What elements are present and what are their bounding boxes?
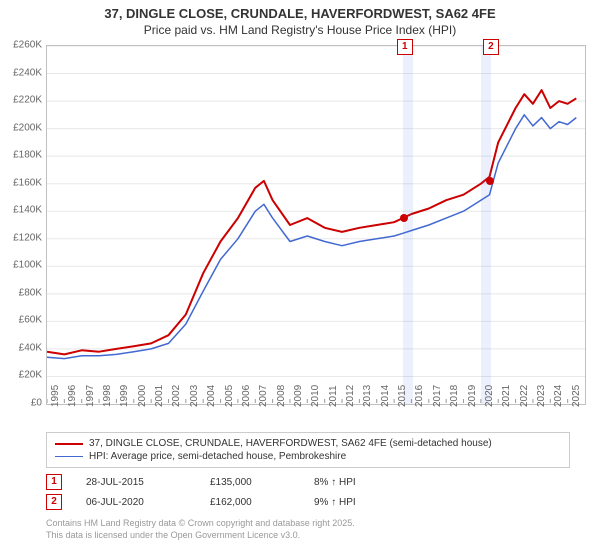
legend-row: 37, DINGLE CLOSE, CRUNDALE, HAVERFORDWES…	[55, 437, 561, 450]
y-tick-label: £20K	[0, 370, 42, 381]
line-chart-svg	[47, 46, 585, 404]
y-tick-label: £140K	[0, 205, 42, 216]
x-tick-label: 2014	[380, 385, 391, 407]
y-tick-label: £100K	[0, 260, 42, 271]
shaded-region	[481, 46, 491, 404]
sale-marker-box: 2	[483, 39, 499, 55]
x-tick-label: 1996	[67, 385, 78, 407]
legend-row: HPI: Average price, semi-detached house,…	[55, 450, 561, 463]
y-tick-label: £60K	[0, 315, 42, 326]
sale-marker-box: 1	[397, 39, 413, 55]
x-tick-label: 2018	[449, 385, 460, 407]
sale-marker-dot	[486, 177, 494, 185]
x-tick-label: 2012	[345, 385, 356, 407]
sale-number-box: 1	[46, 474, 62, 490]
y-tick-label: £160K	[0, 177, 42, 188]
legend-label: 37, DINGLE CLOSE, CRUNDALE, HAVERFORDWES…	[89, 438, 492, 449]
x-tick-label: 1999	[119, 385, 130, 407]
sale-diff: 9% ↑ HPI	[314, 497, 394, 508]
x-tick-label: 2017	[432, 385, 443, 407]
x-tick-label: 2002	[171, 385, 182, 407]
series-line-price_paid	[47, 90, 576, 354]
x-tick-label: 2001	[154, 385, 165, 407]
x-tick-label: 2009	[293, 385, 304, 407]
legend-label: HPI: Average price, semi-detached house,…	[89, 451, 346, 462]
sale-date: 06-JUL-2020	[86, 497, 186, 508]
title-line-2: Price paid vs. HM Land Registry's House …	[0, 23, 600, 37]
x-tick-label: 2024	[553, 385, 564, 407]
y-tick-label: £180K	[0, 150, 42, 161]
legend-swatch	[55, 443, 83, 445]
x-tick-label: 1998	[102, 385, 113, 407]
sale-number-box: 2	[46, 494, 62, 510]
sales-row: 1 28-JUL-2015 £135,000 8% ↑ HPI	[46, 472, 570, 492]
x-tick-label: 1997	[85, 385, 96, 407]
plot-area: 12	[46, 45, 586, 405]
sale-price: £162,000	[210, 497, 290, 508]
y-tick-label: £0	[0, 398, 42, 409]
y-tick-label: £80K	[0, 287, 42, 298]
y-tick-label: £240K	[0, 67, 42, 78]
x-tick-label: 2013	[362, 385, 373, 407]
x-tick-label: 2021	[501, 385, 512, 407]
x-tick-label: 2019	[467, 385, 478, 407]
y-tick-label: £220K	[0, 95, 42, 106]
x-tick-label: 2020	[484, 385, 495, 407]
chart-legend: 37, DINGLE CLOSE, CRUNDALE, HAVERFORDWES…	[46, 432, 570, 468]
sale-diff: 8% ↑ HPI	[314, 477, 394, 488]
x-tick-label: 2011	[328, 385, 339, 407]
x-tick-label: 2015	[397, 385, 408, 407]
sale-date: 28-JUL-2015	[86, 477, 186, 488]
footnote: Contains HM Land Registry data © Crown c…	[46, 518, 570, 541]
plot-wrap: 12 £0£20K£40K£60K£80K£100K£120K£140K£160…	[0, 37, 600, 432]
title-line-1: 37, DINGLE CLOSE, CRUNDALE, HAVERFORDWES…	[0, 6, 600, 21]
x-tick-label: 2022	[519, 385, 530, 407]
x-tick-label: 2004	[206, 385, 217, 407]
x-tick-label: 2005	[224, 385, 235, 407]
x-tick-label: 2016	[414, 385, 425, 407]
x-tick-label: 2025	[571, 385, 582, 407]
sale-marker-dot	[400, 214, 408, 222]
x-tick-label: 2000	[137, 385, 148, 407]
x-tick-label: 2003	[189, 385, 200, 407]
footnote-line-2: This data is licensed under the Open Gov…	[46, 530, 570, 542]
sales-table: 1 28-JUL-2015 £135,000 8% ↑ HPI 2 06-JUL-2020…	[46, 472, 570, 512]
y-tick-label: £260K	[0, 40, 42, 51]
x-tick-label: 2008	[276, 385, 287, 407]
y-tick-label: £200K	[0, 122, 42, 133]
y-tick-label: £40K	[0, 342, 42, 353]
legend-swatch	[55, 456, 83, 457]
x-tick-label: 2007	[258, 385, 269, 407]
x-tick-label: 2023	[536, 385, 547, 407]
sales-row: 2 06-JUL-2020 £162,000 9% ↑ HPI	[46, 492, 570, 512]
shaded-region	[403, 46, 413, 404]
chart-titles: 37, DINGLE CLOSE, CRUNDALE, HAVERFORDWES…	[0, 0, 600, 37]
sale-price: £135,000	[210, 477, 290, 488]
x-tick-label: 2006	[241, 385, 252, 407]
y-tick-label: £120K	[0, 232, 42, 243]
x-tick-label: 1995	[50, 385, 61, 407]
x-tick-label: 2010	[310, 385, 321, 407]
footnote-line-1: Contains HM Land Registry data © Crown c…	[46, 518, 570, 530]
